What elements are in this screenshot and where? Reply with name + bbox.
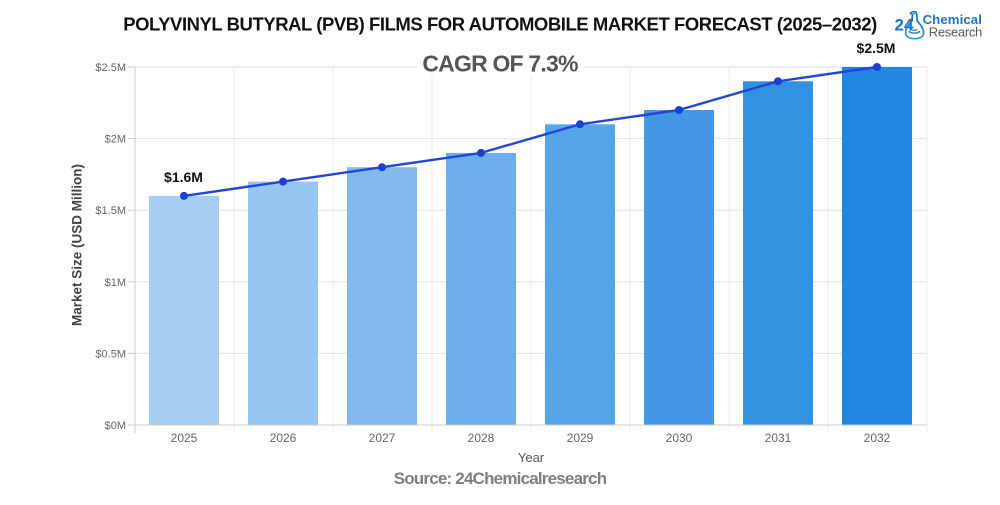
- svg-text:2029: 2029: [567, 431, 594, 445]
- svg-text:2025: 2025: [171, 431, 198, 445]
- svg-text:Chemical: Chemical: [923, 12, 982, 27]
- svg-text:Year: Year: [518, 450, 545, 465]
- svg-text:2031: 2031: [765, 431, 792, 445]
- svg-text:CAGR OF 7.3%: CAGR OF 7.3%: [422, 51, 578, 77]
- svg-text:2027: 2027: [369, 431, 396, 445]
- svg-text:2026: 2026: [270, 431, 297, 445]
- svg-text:2032: 2032: [864, 431, 891, 445]
- svg-text:$2M: $2M: [105, 134, 126, 146]
- svg-text:$1M: $1M: [105, 277, 126, 289]
- svg-text:2030: 2030: [666, 431, 693, 445]
- svg-text:$1.5M: $1.5M: [95, 205, 126, 217]
- svg-text:$0.5M: $0.5M: [95, 348, 126, 360]
- svg-text:POLYVINYL BUTYRAL (PVB) FILMS: POLYVINYL BUTYRAL (PVB) FILMS FOR AUTOMO…: [123, 14, 877, 35]
- svg-text:Research: Research: [929, 25, 982, 40]
- svg-text:24: 24: [895, 16, 914, 35]
- svg-text:$2.5M: $2.5M: [95, 62, 126, 74]
- svg-text:2028: 2028: [468, 431, 495, 445]
- svg-text:Source: 24Chemicalresearch: Source: 24Chemicalresearch: [394, 469, 607, 488]
- svg-text:$1.6M: $1.6M: [164, 169, 203, 185]
- svg-text:$2.5M: $2.5M: [857, 40, 896, 56]
- svg-text:$0M: $0M: [105, 420, 126, 432]
- svg-text:Market Size (USD Million): Market Size (USD Million): [70, 164, 85, 326]
